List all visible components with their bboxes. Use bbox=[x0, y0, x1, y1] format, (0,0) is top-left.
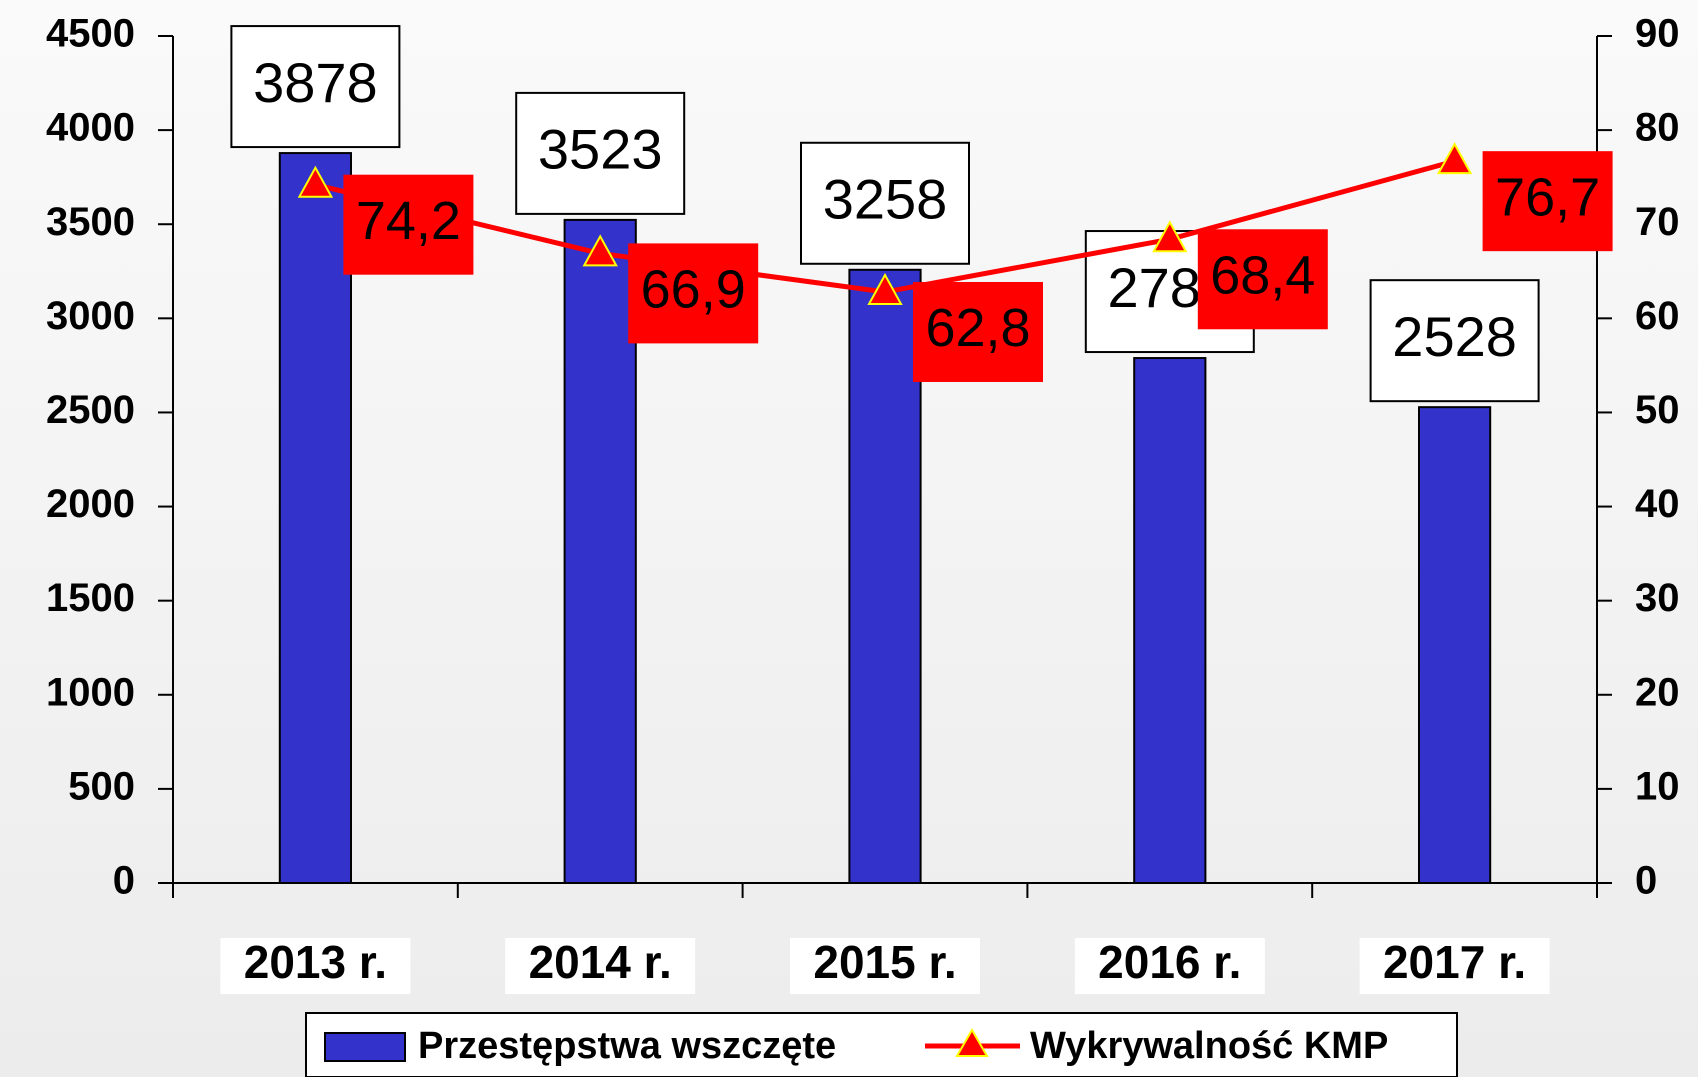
bar bbox=[563, 218, 637, 884]
bar-label: 3523 bbox=[538, 118, 663, 181]
x-label-bg bbox=[220, 938, 411, 994]
line-marker bbox=[297, 165, 334, 198]
line-marker bbox=[582, 234, 618, 267]
bar bbox=[848, 268, 922, 885]
y-tick-label: 2000 bbox=[46, 482, 135, 526]
bar-label: 2528 bbox=[1392, 305, 1517, 368]
y2-tick-label: 80 bbox=[1635, 106, 1680, 150]
legend-label: Wykrywalność KMP bbox=[1030, 1025, 1388, 1067]
y-tick-label: 0 bbox=[113, 859, 135, 903]
y2-tick-label: 90 bbox=[1635, 12, 1680, 56]
bar bbox=[1418, 406, 1492, 884]
legend-label: Przestępstwa wszczęte bbox=[418, 1025, 836, 1067]
y-tick-label: 4500 bbox=[46, 12, 135, 56]
y-tick-label: 4000 bbox=[46, 106, 135, 150]
line-label: 74,2 bbox=[356, 191, 461, 251]
y-tick-label: 1000 bbox=[46, 670, 135, 714]
y2-tick-label: 0 bbox=[1635, 859, 1657, 903]
line-label-box bbox=[913, 281, 1043, 382]
x-tick-label: 2014 r. bbox=[529, 936, 672, 988]
line-label-box bbox=[1197, 229, 1328, 330]
line-label-box bbox=[1482, 151, 1613, 252]
line-marker bbox=[1436, 142, 1473, 175]
y2-tick-label: 60 bbox=[1635, 294, 1680, 338]
bar-label-box bbox=[515, 91, 686, 215]
line-label: 76,7 bbox=[1495, 167, 1600, 227]
y2-tick-label: 50 bbox=[1635, 388, 1680, 432]
x-label-bg bbox=[790, 938, 980, 994]
bar bbox=[278, 152, 352, 884]
legend-swatch bbox=[324, 1032, 406, 1062]
bar-label: 3258 bbox=[823, 168, 948, 231]
x-label-bg bbox=[1074, 938, 1265, 994]
y-tick-label: 1500 bbox=[46, 576, 135, 620]
y2-tick-label: 40 bbox=[1635, 482, 1680, 526]
legend-marker bbox=[955, 1027, 989, 1057]
line-label: 68,4 bbox=[1210, 246, 1315, 306]
y2-tick-label: 70 bbox=[1635, 200, 1680, 244]
x-tick-label: 2017 r. bbox=[1383, 936, 1526, 988]
x-tick-label: 2013 r. bbox=[244, 936, 387, 988]
bar-label: 3878 bbox=[253, 51, 378, 114]
y2-tick-label: 30 bbox=[1635, 576, 1680, 620]
y-tick-label: 2500 bbox=[46, 388, 135, 432]
legend-box bbox=[305, 1012, 1458, 1077]
line-label: 66,9 bbox=[641, 260, 746, 320]
y-tick-label: 3500 bbox=[46, 200, 135, 244]
line-label-box bbox=[628, 243, 759, 344]
y2-tick-label: 20 bbox=[1635, 670, 1680, 714]
line-marker bbox=[867, 272, 903, 305]
x-label-bg bbox=[505, 938, 696, 994]
y2-tick-label: 10 bbox=[1635, 764, 1680, 808]
y-tick-label: 3000 bbox=[46, 294, 135, 338]
bar-label-box bbox=[1369, 279, 1540, 403]
x-tick-label: 2015 r. bbox=[813, 936, 956, 988]
line-marker bbox=[1152, 220, 1188, 253]
x-tick-label: 2016 r. bbox=[1098, 936, 1241, 988]
bar-label-box bbox=[800, 141, 970, 265]
line-label: 62,8 bbox=[925, 298, 1030, 358]
bar bbox=[1133, 357, 1207, 884]
y-tick-label: 500 bbox=[68, 764, 135, 808]
bar-label-box bbox=[230, 25, 401, 149]
line-label-box bbox=[343, 174, 474, 275]
x-label-bg bbox=[1359, 938, 1550, 994]
